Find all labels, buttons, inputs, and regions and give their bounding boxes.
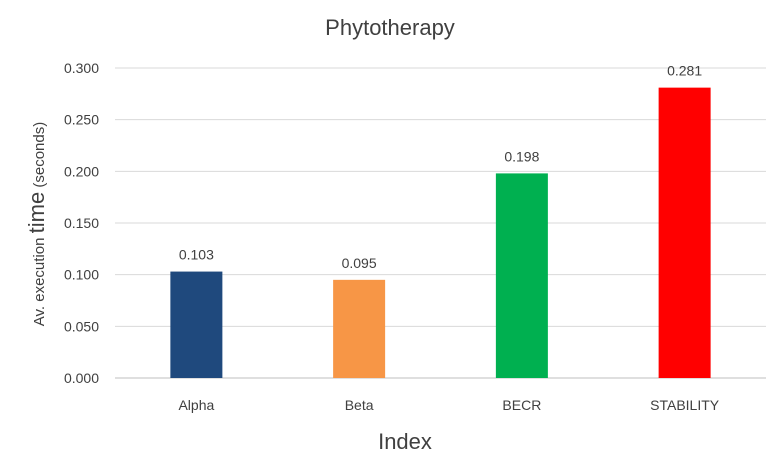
x-category-label: BECR bbox=[502, 397, 541, 413]
x-category-label: STABILITY bbox=[650, 397, 720, 413]
data-label: 0.281 bbox=[667, 63, 702, 79]
y-tick-label: 0.000 bbox=[64, 370, 99, 386]
y-axis-title-main: time bbox=[24, 192, 49, 234]
bar-becr bbox=[495, 173, 548, 378]
y-axis-title: Av. execution time (seconds) bbox=[24, 122, 49, 326]
bars bbox=[170, 87, 711, 378]
data-labels: 0.103 0.095 0.198 0.281 bbox=[179, 63, 702, 271]
data-label: 0.198 bbox=[504, 148, 539, 164]
x-category-label: Alpha bbox=[178, 397, 214, 413]
y-axis-title-prefix: Av. execution bbox=[31, 233, 48, 326]
y-tick-label: 0.100 bbox=[64, 267, 99, 283]
bar-alpha bbox=[170, 271, 223, 378]
x-category-label: Beta bbox=[345, 397, 374, 413]
y-axis-ticks: 0.000 0.050 0.100 0.150 0.200 0.250 0.300 bbox=[64, 60, 99, 386]
data-label: 0.103 bbox=[179, 247, 214, 263]
y-axis-title-suffix: (seconds) bbox=[31, 122, 48, 192]
x-axis-categories: Alpha Beta BECR STABILITY bbox=[178, 397, 719, 413]
x-axis-title: Index bbox=[378, 429, 432, 454]
bar-beta bbox=[333, 279, 386, 378]
y-tick-label: 0.250 bbox=[64, 112, 99, 128]
y-tick-label: 0.300 bbox=[64, 60, 99, 76]
chart-title: Phytotherapy bbox=[325, 15, 455, 40]
data-label: 0.095 bbox=[342, 255, 377, 271]
gridlines bbox=[115, 67, 766, 379]
y-tick-label: 0.200 bbox=[64, 163, 99, 179]
y-tick-label: 0.050 bbox=[64, 318, 99, 334]
bar-stability bbox=[658, 87, 711, 378]
y-tick-label: 0.150 bbox=[64, 215, 99, 231]
